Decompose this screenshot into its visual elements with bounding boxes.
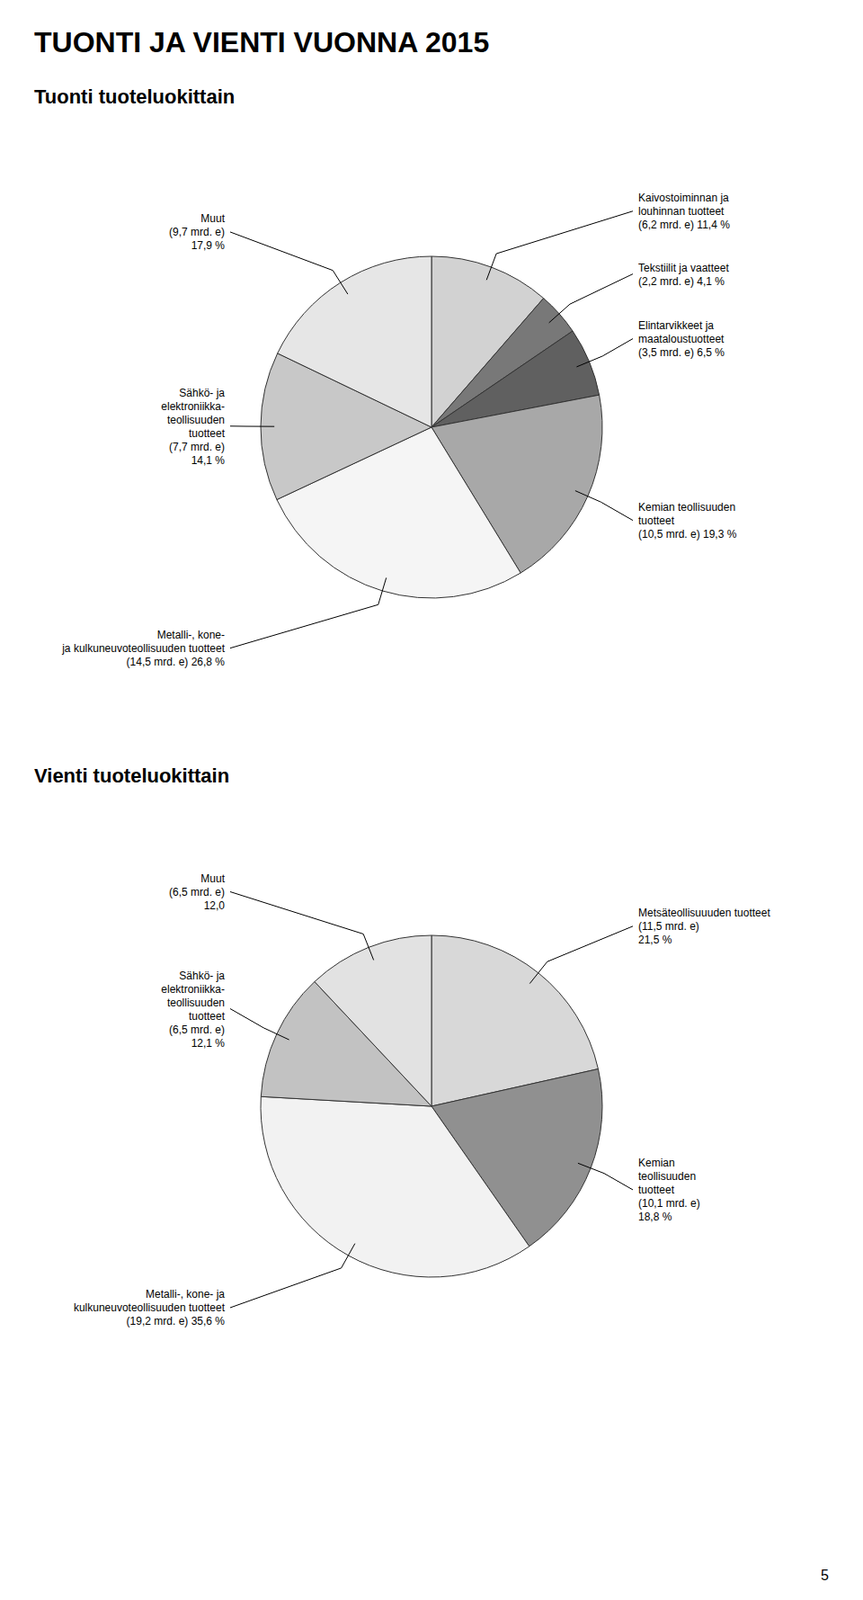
leader-line	[578, 1162, 633, 1190]
data-label-line: maataloustuotteet	[638, 332, 725, 346]
data-label: Elintarvikkeet jamaataloustuotteet(3,5 m…	[638, 319, 725, 359]
data-label: Metsäteollisuuuden tuotteet(11,5 mrd. e)…	[638, 906, 771, 946]
data-label-line: 21,5 %	[638, 933, 673, 946]
data-label-line: (14,5 mrd. e) 26,8 %	[126, 655, 226, 668]
leader-line	[230, 577, 387, 648]
data-label-line: Metalli-, kone- ja	[145, 1287, 225, 1300]
data-label-line: Metalli-, kone-	[157, 628, 225, 641]
data-label-line: ja kulkuneuvoteollisuuden tuotteet	[61, 641, 225, 655]
labels: Metsäteollisuuuden tuotteet(11,5 mrd. e)…	[73, 871, 772, 1327]
data-label-line: 14,1 %	[191, 453, 226, 467]
data-label-line: elektroniikka-	[160, 982, 225, 996]
data-label: Tekstiilit ja vaatteet(2,2 mrd. e) 4,1 %	[638, 261, 730, 288]
leader-line	[486, 211, 633, 281]
data-label-line: kulkuneuvoteollisuuden tuotteet	[73, 1300, 226, 1314]
slices	[260, 934, 603, 1277]
subtitle: Vienti tuoteluokittain	[34, 764, 230, 787]
data-label-line: tuotteet	[188, 1009, 226, 1023]
data-label-line: Muut	[200, 212, 225, 225]
annotation: 5	[820, 1566, 829, 1583]
title: TUONTI JA VIENTI VUONNA 2015	[34, 26, 490, 59]
data-label: Sähkö- jaelektroniikka-teollisuudentuott…	[160, 969, 225, 1050]
data-label-line: Kemian	[638, 1156, 676, 1169]
data-label-line: (7,7 mrd. e)	[169, 440, 225, 454]
data-label-line: tuotteet	[638, 1183, 676, 1196]
data-label-line: (19,2 mrd. e) 35,6 %	[126, 1314, 226, 1327]
data-label-line: teollisuuden	[167, 413, 225, 427]
data-label-line: tuotteet	[188, 427, 226, 440]
data-label-line: teollisuuden	[638, 1169, 696, 1183]
leader-line	[230, 1008, 290, 1041]
data-label: Muut(6,5 mrd. e)12,0	[169, 871, 226, 912]
leader-line	[529, 925, 633, 984]
data-label-line: (6,2 mrd. e) 11,4 %	[638, 218, 730, 232]
data-label-line: 18,8 %	[638, 1209, 673, 1223]
data-label-line: Elintarvikkeet ja	[638, 319, 714, 332]
data-label-line: 12,1 %	[191, 1036, 226, 1050]
chart-root: TUONTI JA VIENTI VUONNA 2015 Tuonti tuote…	[0, 0, 863, 1600]
data-label: Metalli-, kone- jakulkuneuvoteollisuuden…	[73, 1287, 226, 1327]
data-label-line: 12,0	[204, 898, 226, 912]
data-label-line: tuotteet	[638, 514, 676, 527]
data-label-line: (3,5 mrd. e) 6,5 %	[638, 346, 725, 359]
leader-line	[230, 231, 348, 294]
data-label: Muut(9,7 mrd. e)17,9 %	[169, 212, 226, 252]
slice	[277, 256, 432, 428]
data-label-line: louhinnan tuotteet	[638, 204, 725, 218]
data-label-line: (6,5 mrd. e)	[169, 1023, 225, 1036]
data-label-line: Muut	[200, 871, 225, 885]
pie: Metsäteollisuuuden tuotteet(11,5 mrd. e)…	[73, 871, 772, 1327]
data-label-line: (2,2 mrd. e) 4,1 %	[638, 275, 725, 288]
data-label-line: (9,7 mrd. e)	[169, 225, 225, 239]
data-label-line: Kemian teollisuuden	[638, 500, 736, 514]
data-label-line: (10,1 mrd. e)	[638, 1196, 701, 1210]
leader-line	[230, 891, 374, 961]
data-label-line: elektroniikka-	[160, 400, 225, 413]
slice	[260, 1095, 530, 1277]
data-label: Kemian teollisuudentuotteet(10,5 mrd. e)…	[638, 500, 738, 541]
leader-line	[576, 338, 633, 367]
data-label-line: (11,5 mrd. e)	[638, 919, 700, 933]
data-label-line: Tekstiilit ja vaatteet	[638, 261, 730, 275]
slice	[314, 934, 432, 1106]
data-label-line: (10,5 mrd. e) 19,3 %	[638, 527, 738, 541]
subtitle: Tuonti tuoteluokittain	[34, 85, 235, 108]
data-label-line: Sähkö- ja	[178, 386, 225, 400]
leader-line	[549, 274, 633, 323]
slices	[260, 256, 603, 598]
data-label: Metalli-, kone-ja kulkuneuvoteollisuuden…	[61, 628, 225, 668]
labels: Kaivostoiminnan jalouhinnan tuotteet(6,2…	[61, 191, 738, 668]
data-label-line: Metsäteollisuuuden tuotteet	[638, 906, 771, 919]
data-label: Kemianteollisuudentuotteet(10,1 mrd. e)1…	[638, 1156, 701, 1223]
leader-line	[575, 490, 633, 521]
data-label-line: (6,5 mrd. e)	[169, 885, 225, 899]
data-label-line: Kaivostoiminnan ja	[638, 191, 730, 205]
data-label-line: teollisuuden	[167, 996, 225, 1009]
data-label: Kaivostoiminnan jalouhinnan tuotteet(6,2…	[638, 191, 730, 232]
data-label: Sähkö- jaelektroniikka-teollisuudentuott…	[160, 386, 225, 467]
data-label-line: Sähkö- ja	[178, 969, 225, 982]
pie: Kaivostoiminnan jalouhinnan tuotteet(6,2…	[61, 191, 738, 668]
leader-line	[230, 425, 275, 427]
data-label-line: 17,9 %	[191, 239, 226, 252]
leader-line	[230, 1243, 356, 1308]
